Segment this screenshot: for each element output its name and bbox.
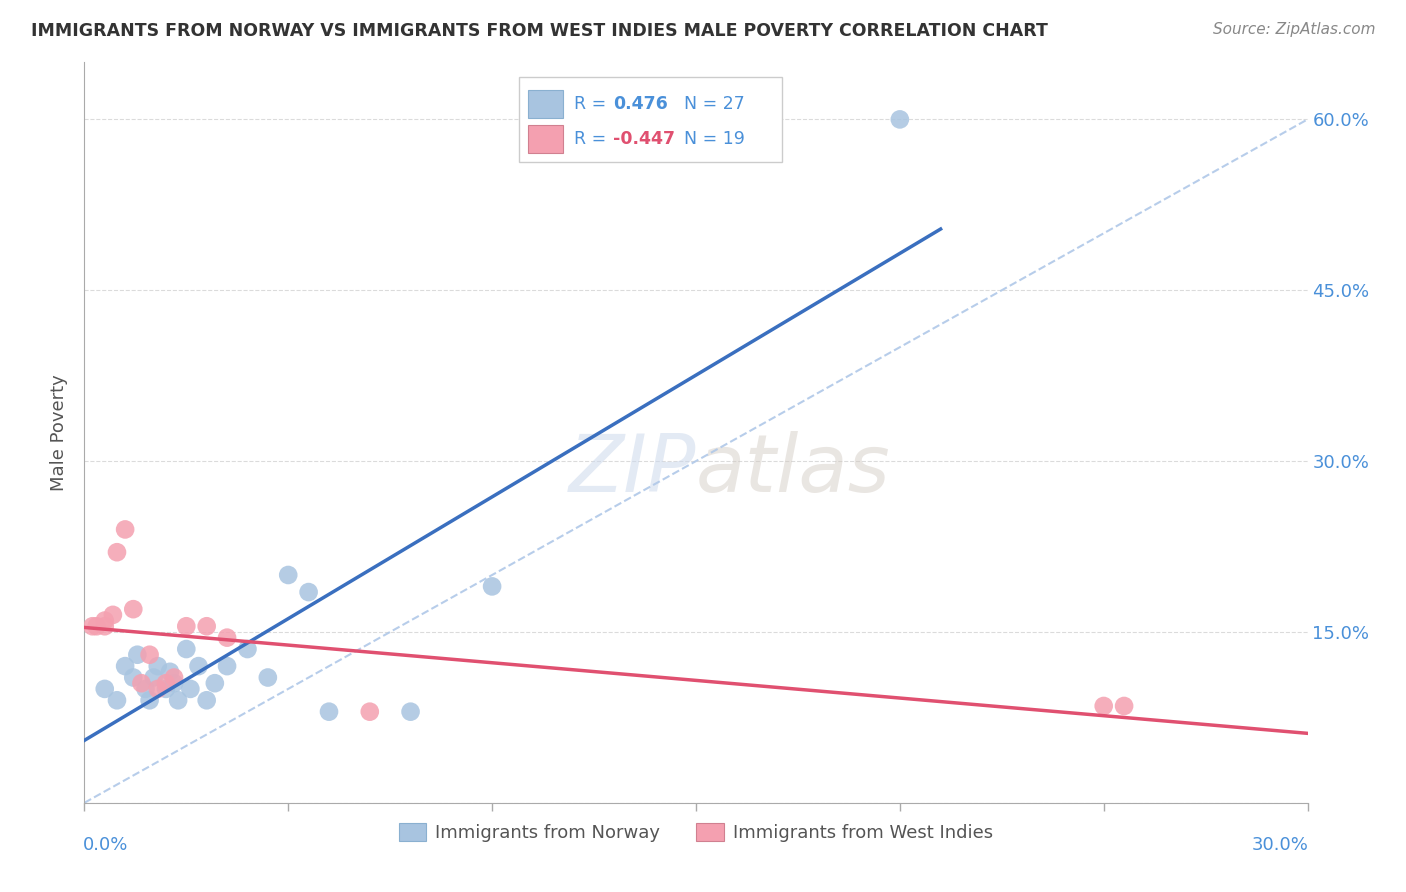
- Point: [195, 619, 218, 633]
- Point: [127, 648, 149, 662]
- Point: [399, 705, 422, 719]
- Point: [159, 665, 181, 679]
- Point: [138, 693, 160, 707]
- Point: [93, 619, 115, 633]
- Point: [889, 112, 911, 127]
- Text: N = 27: N = 27: [683, 95, 745, 113]
- Point: [114, 659, 136, 673]
- FancyBboxPatch shape: [519, 78, 782, 162]
- Point: [1092, 698, 1115, 713]
- Point: [1114, 698, 1136, 713]
- Point: [105, 693, 128, 707]
- Point: [298, 585, 321, 599]
- Point: [174, 619, 197, 633]
- Text: N = 19: N = 19: [683, 129, 745, 148]
- Point: [277, 568, 299, 582]
- Point: [257, 671, 280, 685]
- Point: [179, 681, 201, 696]
- Point: [146, 659, 169, 673]
- Text: -0.447: -0.447: [613, 129, 675, 148]
- Point: [359, 705, 381, 719]
- FancyBboxPatch shape: [529, 125, 562, 153]
- Legend: Immigrants from Norway, Immigrants from West Indies: Immigrants from Norway, Immigrants from …: [392, 815, 1000, 849]
- Point: [122, 602, 145, 616]
- Point: [318, 705, 340, 719]
- Point: [217, 631, 239, 645]
- Point: [163, 671, 186, 685]
- Point: [93, 681, 115, 696]
- Point: [195, 693, 218, 707]
- Point: [138, 648, 160, 662]
- Text: ZIP: ZIP: [568, 431, 696, 508]
- Point: [135, 681, 157, 696]
- Point: [167, 693, 190, 707]
- Point: [155, 681, 177, 696]
- Point: [142, 671, 165, 685]
- Text: Source: ZipAtlas.com: Source: ZipAtlas.com: [1212, 22, 1375, 37]
- Text: R =: R =: [574, 95, 606, 113]
- Point: [93, 614, 115, 628]
- Point: [187, 659, 209, 673]
- Point: [174, 642, 197, 657]
- Point: [236, 642, 259, 657]
- Text: atlas: atlas: [696, 431, 891, 508]
- Point: [163, 676, 186, 690]
- Point: [86, 619, 108, 633]
- Point: [122, 671, 145, 685]
- FancyBboxPatch shape: [529, 90, 562, 118]
- Text: R =: R =: [574, 129, 606, 148]
- Point: [131, 676, 153, 690]
- Point: [155, 676, 177, 690]
- Y-axis label: Male Poverty: Male Poverty: [51, 375, 69, 491]
- Text: 0.0%: 0.0%: [83, 836, 128, 855]
- Point: [82, 619, 104, 633]
- Text: 0.476: 0.476: [613, 95, 668, 113]
- Text: 30.0%: 30.0%: [1251, 836, 1309, 855]
- Point: [217, 659, 239, 673]
- Text: IMMIGRANTS FROM NORWAY VS IMMIGRANTS FROM WEST INDIES MALE POVERTY CORRELATION C: IMMIGRANTS FROM NORWAY VS IMMIGRANTS FRO…: [31, 22, 1047, 40]
- Point: [146, 681, 169, 696]
- Point: [114, 523, 136, 537]
- Point: [101, 607, 124, 622]
- Point: [204, 676, 226, 690]
- Point: [481, 579, 503, 593]
- Point: [105, 545, 128, 559]
